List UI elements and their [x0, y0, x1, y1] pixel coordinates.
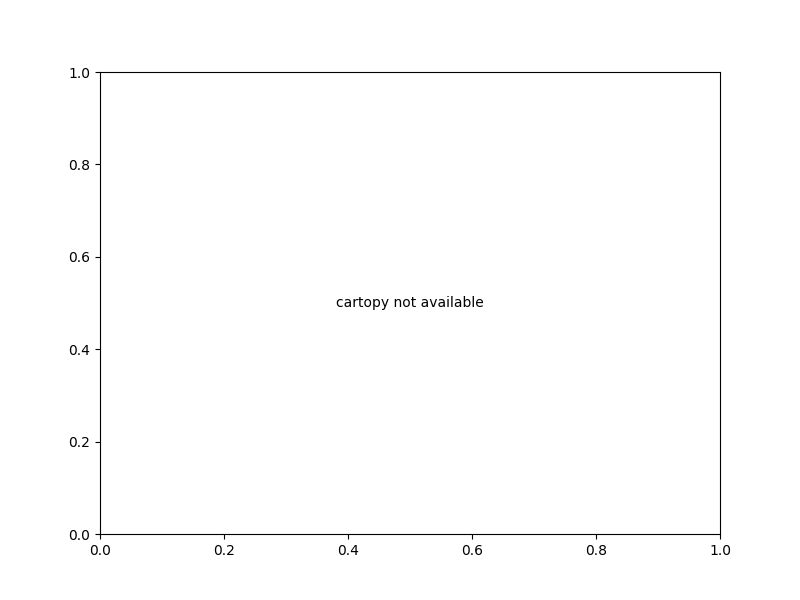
Text: cartopy not available: cartopy not available [336, 296, 484, 310]
